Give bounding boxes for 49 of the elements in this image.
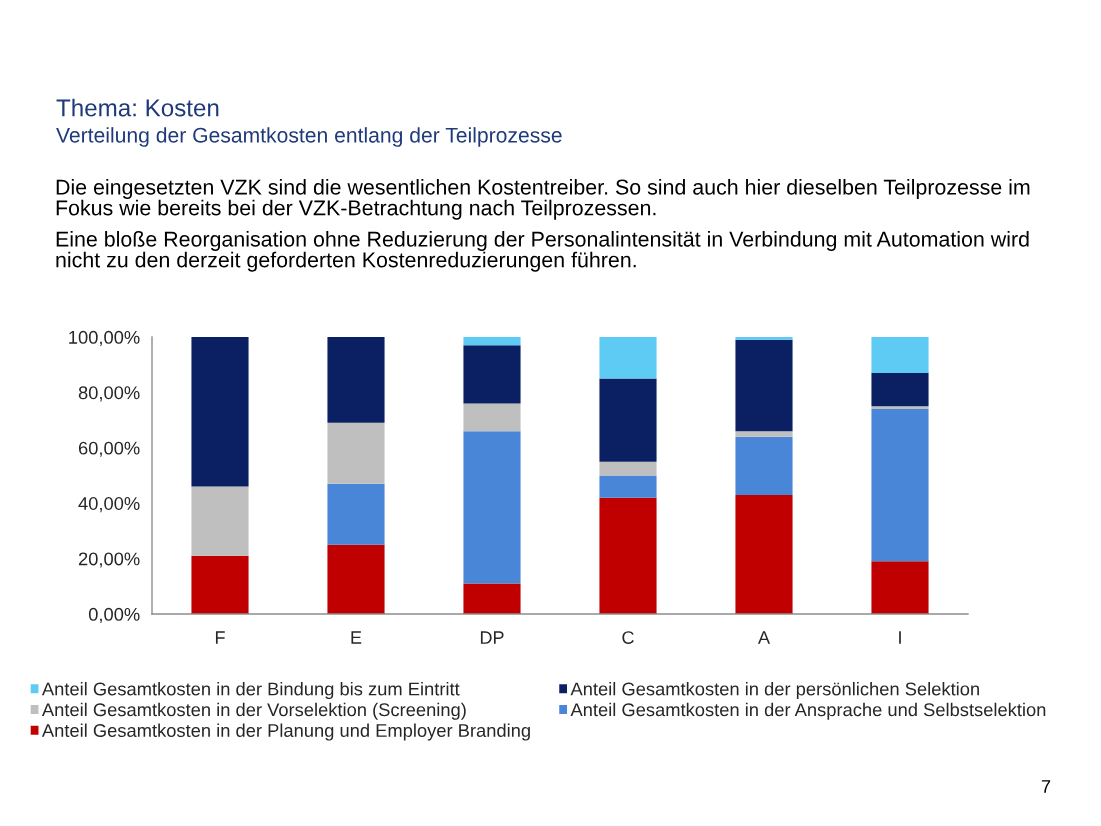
bar [463,403,521,432]
bar [599,337,657,379]
bar [463,337,521,346]
bar [327,483,385,545]
chart-subtitle: Verteilung der Gesamtkosten entlang der Teilprozesse [56,127,562,147]
x-tick-label: DP [480,631,504,644]
legend-label: Anteil Gesamtkosten in der persönlichen Selektion [570,682,979,700]
bar [735,431,793,437]
text: Die eingesetzten VZK sind die wesentlichen Kostentreiber. So sind auch hier dieselben Teilprozesse im Fokus wie bereits bei der VZK-Betrachtung nach Teilprozessen. [56,179,1030,220]
bar [735,436,793,495]
chart-title: Thema: Kosten [56,98,219,117]
bar [191,555,249,614]
bar [871,409,929,562]
x-tick-label: I [899,631,901,644]
bar [735,339,793,432]
legend-label: Anteil Gesamtkosten in der Planung und Employer Branding [41,723,530,741]
bar [735,337,793,340]
legend-label: Anteil Gesamtkosten in der Ansprache und Selbstselektion [570,702,1046,720]
bar [599,497,657,614]
text: 7 [1041,780,1051,793]
bar [327,544,385,614]
bar [871,337,929,374]
y-tick-label: 60,00% [78,441,140,457]
x-tick-label: E [351,631,362,644]
bar [599,475,657,498]
y-tick-label: 100,00% [69,330,140,346]
legend-label: Anteil Gesamtkosten in der Bindung bis zum Eintritt [41,682,460,700]
x-tick-label: C [622,631,634,644]
bar [871,561,929,614]
bar [191,486,249,556]
bar [327,422,385,484]
text: Eine bloße Reorganisation ohne Reduzierung der Personalintensität in Verbindung mit Automation wird nicht zu den derzeit geforderten Kostenreduzierungen führen. [56,231,1029,272]
legend-label: Anteil Gesamtkosten in der Vorselektion (Screening) [41,702,466,720]
x-tick-label: A [758,631,770,644]
bar [599,378,657,462]
bar [871,406,929,410]
y-tick-label: 0,00% [88,607,140,623]
y-tick-label: 20,00% [78,552,140,568]
bar [463,583,521,614]
y-tick-label: 40,00% [78,497,140,513]
x-tick-label: F [215,631,225,644]
bar [327,337,385,423]
bar [463,431,521,584]
y-tick-label: 80,00% [78,386,140,402]
bar [871,373,929,407]
bar [735,494,793,614]
bar [463,345,521,404]
bar [191,337,249,487]
bar [599,461,657,476]
